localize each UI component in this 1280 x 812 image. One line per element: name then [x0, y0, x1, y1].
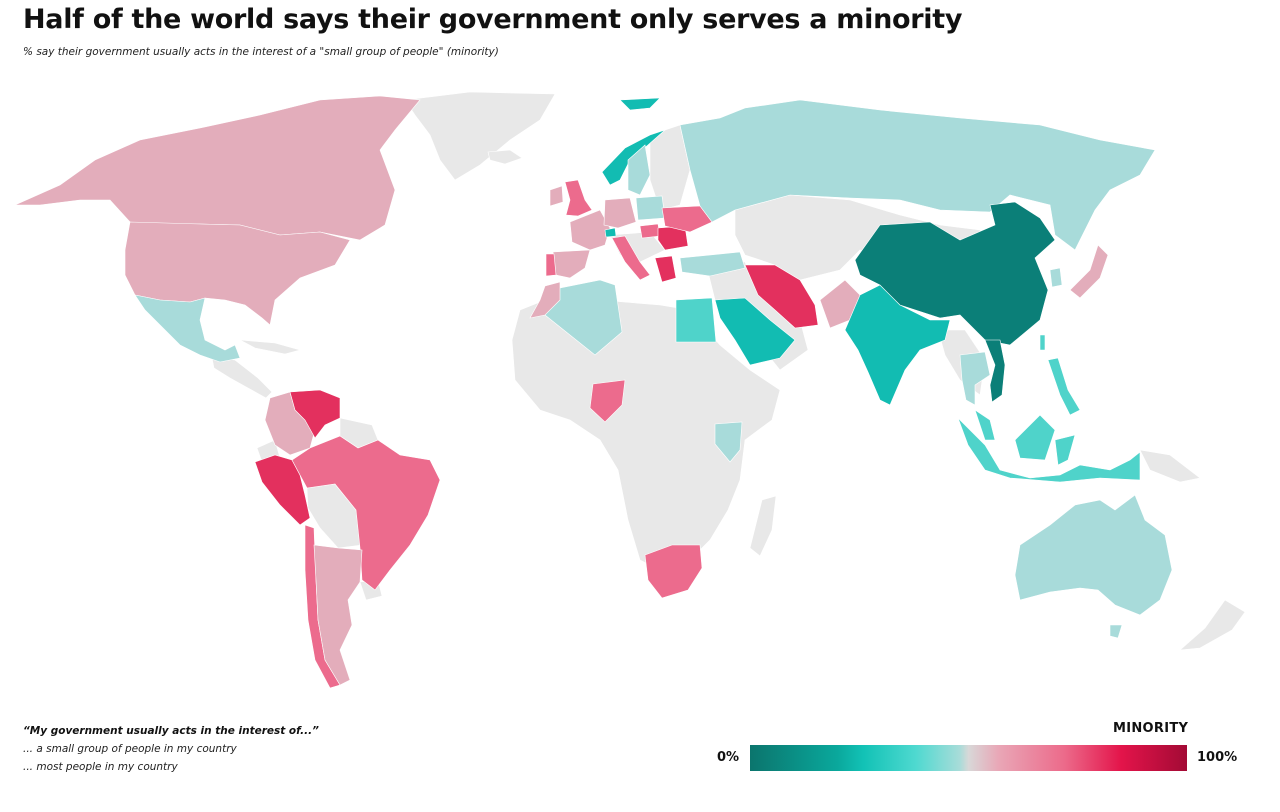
country-egypt[interactable] — [675, 297, 717, 343]
country-ireland[interactable] — [549, 185, 564, 207]
country-nigeria[interactable] — [589, 379, 626, 423]
country-south-africa[interactable] — [644, 544, 703, 599]
page-title: Half of the world says their government … — [23, 4, 963, 35]
legend-title: MINORITY — [1113, 721, 1189, 736]
country-greenland[interactable] — [404, 91, 556, 181]
country-vietnam[interactable] — [984, 339, 1006, 403]
legend-min-label: 0% — [717, 750, 740, 765]
country-italy[interactable] — [611, 235, 651, 281]
country-ukraine[interactable] — [661, 205, 713, 233]
country-iran[interactable] — [744, 264, 819, 329]
country-turkey[interactable] — [679, 251, 746, 277]
country-mexico[interactable] — [134, 294, 241, 363]
country-taiwan[interactable] — [1039, 334, 1046, 351]
country-indonesia-sulawesi[interactable] — [1054, 434, 1076, 466]
country-germany[interactable] — [603, 197, 637, 229]
country-iceland[interactable] — [487, 149, 523, 165]
country-papua-new-guinea[interactable] — [1139, 449, 1201, 483]
world-map — [14, 91, 1246, 689]
data-countries — [14, 95, 1173, 689]
country-brazil[interactable] — [291, 435, 441, 591]
legend-max-label: 100% — [1197, 750, 1238, 765]
country-canada[interactable] — [14, 95, 421, 241]
country-australia[interactable] — [1014, 494, 1173, 616]
question-note: “My government usually acts in the inter… — [23, 722, 319, 776]
country-argentina[interactable] — [313, 544, 363, 686]
page-subtitle: % say their government usually acts in t… — [23, 46, 499, 58]
country-svalbard[interactable] — [619, 97, 661, 111]
country-japan[interactable] — [1069, 244, 1109, 299]
country-russia[interactable] — [679, 99, 1156, 251]
country-sweden[interactable] — [627, 144, 651, 196]
region-central-america[interactable] — [211, 357, 273, 399]
country-philippines[interactable] — [1047, 357, 1081, 416]
country-france[interactable] — [569, 209, 611, 251]
country-kenya[interactable] — [714, 421, 743, 463]
question-text: “My government usually acts in the inter… — [23, 725, 319, 737]
country-hungary[interactable] — [639, 223, 661, 239]
option-minority-text: ... a small group of people in my countr… — [23, 743, 237, 755]
country-indonesia-borneo[interactable] — [1014, 414, 1056, 461]
country-indonesia[interactable] — [957, 417, 1141, 483]
option-majority-text: ... most people in my country — [23, 761, 178, 773]
region-caribbean[interactable] — [239, 339, 302, 355]
country-switzerland[interactable] — [604, 227, 617, 238]
country-norway[interactable] — [601, 129, 666, 186]
country-peru[interactable] — [254, 454, 311, 526]
country-china[interactable] — [854, 201, 1056, 346]
legend-color-scale — [750, 745, 1187, 771]
country-thailand[interactable] — [959, 351, 991, 406]
country-malaysia[interactable] — [974, 409, 996, 441]
country-australia-tasmania[interactable] — [1109, 624, 1123, 639]
country-new-zealand[interactable] — [1179, 599, 1246, 651]
country-south-korea[interactable] — [1049, 267, 1063, 288]
country-greece[interactable] — [654, 255, 677, 283]
country-saudi-arabia[interactable] — [714, 297, 796, 366]
country-united-kingdom[interactable] — [564, 179, 593, 217]
country-venezuela[interactable] — [289, 389, 341, 439]
country-morocco[interactable] — [529, 281, 561, 319]
country-poland[interactable] — [635, 195, 666, 221]
country-portugal[interactable] — [545, 253, 557, 277]
country-madagascar[interactable] — [749, 495, 777, 557]
country-spain[interactable] — [552, 249, 591, 279]
